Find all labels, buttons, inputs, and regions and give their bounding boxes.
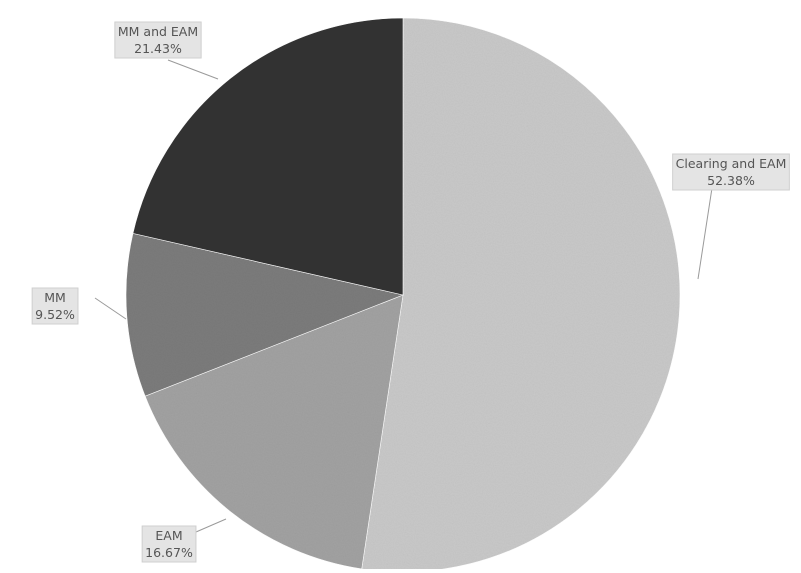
leader-line-mm-and-eam [167, 59, 219, 80]
pie-slice-eam [144, 294, 404, 570]
slices-layer [125, 17, 681, 573]
data-label-box [141, 525, 197, 563]
pie-slice-clearing-and-eam [361, 17, 681, 573]
data-label-percentage: 9.52% [35, 307, 75, 322]
data-label-category: EAM [155, 528, 182, 543]
data-label-mm: MM 9.52% [31, 287, 79, 325]
data-label-category: MM and EAM [118, 24, 198, 39]
leader-line-mm [94, 297, 127, 320]
data-label-box [114, 21, 202, 59]
data-label-percentage: 16.67% [145, 545, 193, 560]
data-label-percentage: 52.38% [707, 173, 755, 188]
data-label-percentage: 21.43% [134, 41, 182, 56]
data-label-box [31, 287, 79, 325]
data-label-clearing-and-eam: Clearing and EAM 52.38% [672, 153, 790, 191]
pie-slice-mm-and-eam [132, 17, 404, 296]
leader-line-eam [195, 518, 227, 533]
data-labels-layer: Clearing and EAM52.38%EAM16.67%MM9.52%MM… [31, 21, 790, 563]
data-label-box [672, 153, 790, 191]
leader-line-clearing-and-eam [697, 187, 713, 280]
data-label-eam: EAM 16.67% [141, 525, 197, 563]
data-label-mm-and-eam: MM and EAM 21.43% [114, 21, 202, 59]
data-label-category: Clearing and EAM [676, 156, 787, 171]
pie-slice-mm [125, 233, 405, 397]
data-label-category: MM [44, 290, 66, 305]
leader-lines-layer [94, 59, 713, 533]
